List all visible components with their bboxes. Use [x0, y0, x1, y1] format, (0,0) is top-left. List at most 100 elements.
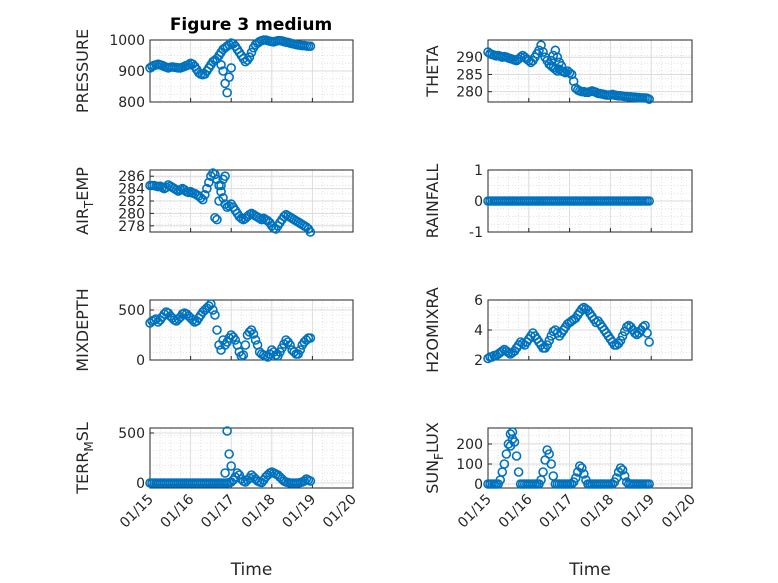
data-point	[210, 310, 220, 320]
data-point	[200, 190, 210, 200]
y-tick-label: 0	[474, 194, 483, 210]
y-axis-label: PRESSURE	[73, 29, 92, 113]
data-point	[204, 177, 214, 188]
y-tick-label: 280	[456, 85, 483, 101]
y-tick-label: 2	[474, 353, 483, 369]
data-series	[483, 40, 654, 105]
data-point	[544, 449, 555, 459]
y-axis-label-part: M	[82, 441, 96, 451]
data-point	[564, 67, 575, 78]
data-point	[197, 194, 208, 205]
data-point	[577, 304, 587, 314]
data-point	[617, 465, 628, 475]
data-point	[159, 309, 170, 319]
data-series	[145, 168, 316, 237]
y-axis-label-part: F	[432, 453, 446, 460]
axes-box	[149, 299, 354, 361]
y-tick-label: 800	[118, 95, 145, 111]
data-point	[570, 473, 581, 483]
y-axis-label-part: AIR	[73, 208, 92, 235]
data-point	[577, 463, 587, 473]
y-tick-label: 200	[456, 437, 483, 453]
y-axis-label-part: SUN	[423, 460, 442, 494]
y-tick-label: 0	[136, 353, 145, 369]
data-series	[145, 35, 316, 98]
data-point	[501, 449, 512, 459]
data-point	[224, 449, 234, 459]
y-tick-label: 290	[456, 50, 483, 66]
y-axis-label: TERRMSL	[73, 422, 96, 495]
y-tick-label: 278	[118, 219, 145, 235]
data-point	[206, 299, 216, 309]
data-point	[579, 469, 589, 479]
data-point	[208, 305, 218, 315]
data-point	[214, 196, 224, 206]
data-point	[244, 52, 255, 62]
data-point	[212, 214, 222, 225]
y-tick-label: 284	[118, 182, 145, 198]
y-tick-label: 0	[136, 476, 145, 492]
data-point	[552, 52, 563, 63]
data-point	[505, 429, 516, 439]
data-point	[238, 350, 249, 360]
y-axis-label: RAINFALL	[423, 164, 442, 239]
data-point	[642, 328, 652, 338]
data-series	[483, 427, 654, 489]
data-point	[220, 171, 230, 181]
data-point	[202, 183, 212, 194]
data-series	[483, 302, 654, 364]
data-point	[538, 467, 548, 477]
data-point	[187, 315, 198, 325]
data-point	[644, 479, 654, 489]
y-tick-label: 1	[474, 163, 483, 179]
data-point	[542, 340, 552, 350]
x-axis-label: Time	[230, 560, 273, 580]
data-point	[250, 335, 261, 345]
data-point	[617, 331, 628, 341]
y-axis-label-part: TERR	[73, 452, 92, 495]
data-point	[224, 39, 234, 50]
data-point	[305, 476, 316, 486]
data-point	[556, 61, 567, 71]
y-tick-label: -1	[469, 225, 483, 241]
data-point	[619, 471, 630, 481]
data-point	[644, 337, 654, 347]
data-point	[507, 427, 518, 437]
y-tick-label: 4	[474, 323, 483, 339]
y-axis-label-part: EMP	[73, 167, 92, 201]
data-point	[246, 47, 257, 58]
data-point	[615, 335, 626, 346]
subplot-6: 2 4 6 H2OMIXRA	[423, 287, 693, 373]
data-point	[560, 67, 571, 78]
data-point	[226, 63, 236, 73]
data-series	[145, 299, 316, 362]
data-point	[511, 451, 522, 461]
data-point	[615, 463, 626, 473]
y-tick-label: 285	[456, 67, 483, 83]
y-tick-label: 500	[118, 426, 145, 442]
subplot-5: 0 500 MIXDEPTH	[73, 288, 354, 372]
y-tick-label: 900	[118, 64, 145, 80]
data-point	[224, 201, 234, 211]
y-tick-label: 0	[474, 477, 483, 493]
axes-box	[149, 427, 354, 489]
y-tick-label: 282	[118, 194, 145, 210]
subplot-4: -1 0 1 RAINFALL	[423, 163, 693, 241]
data-point	[240, 340, 251, 350]
data-point	[222, 87, 232, 98]
y-tick-label: 500	[118, 303, 145, 319]
data-point	[210, 212, 220, 223]
data-point	[216, 180, 226, 191]
data-point	[230, 335, 241, 345]
data-point	[513, 467, 524, 477]
data-point	[503, 347, 514, 358]
y-axis-label-part: T	[82, 200, 96, 209]
data-point	[497, 346, 508, 356]
y-tick-label: 280	[118, 206, 145, 222]
data-point	[212, 325, 222, 335]
y-axis-label: AIRTEMP	[73, 167, 96, 235]
